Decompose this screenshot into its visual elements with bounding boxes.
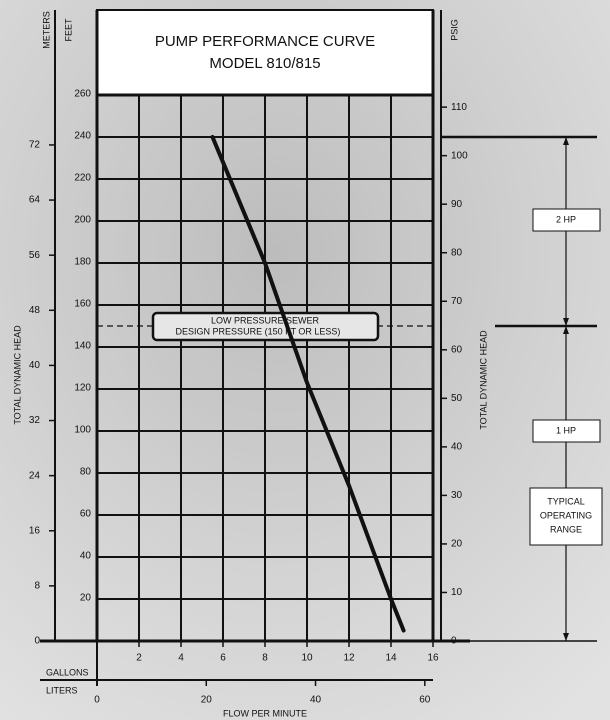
x2-tick-label: 20	[201, 695, 213, 706]
y-tick-label: 200	[74, 215, 91, 226]
y-tick-label: 100	[74, 425, 91, 436]
feet-label: FEET	[63, 18, 73, 42]
y2-tick-label: 10	[451, 587, 463, 598]
y2-tick-label: 60	[451, 344, 463, 355]
hp-box	[532, 419, 601, 443]
x2-label: LITERS	[46, 685, 78, 695]
y3-tick-label: 0	[34, 636, 40, 647]
arrow-head	[563, 137, 569, 145]
y-tick-label: 60	[80, 509, 92, 520]
chart-subtitle: MODEL 810/815	[209, 55, 320, 72]
y2-tick-label: 100	[451, 150, 468, 161]
arrow-head	[563, 318, 569, 326]
operating-range-label: OPERATING	[540, 510, 592, 520]
x-tick-label: 14	[385, 653, 397, 664]
y-tick-label: 20	[80, 593, 92, 604]
psig-label: PSIG	[449, 19, 459, 41]
y-tick-label: 140	[74, 341, 91, 352]
x-tick-label: 10	[301, 653, 313, 664]
y2-tick-label: 30	[451, 490, 463, 501]
y-tick-label: 40	[80, 551, 92, 562]
y2-title: TOTAL DYNAMIC HEAD	[478, 330, 488, 430]
y3-tick-label: 72	[29, 140, 41, 151]
y-tick-label: 260	[74, 89, 91, 100]
y3-tick-label: 24	[29, 470, 41, 481]
y-tick-label: 80	[80, 467, 92, 478]
y3-tick-label: 64	[29, 195, 41, 206]
chart-title: PUMP PERFORMANCE CURVE	[155, 33, 375, 50]
y2-tick-label: 40	[451, 442, 463, 453]
y2-tick-label: 70	[451, 296, 463, 307]
x2-tick-label: 40	[310, 695, 322, 706]
operating-range-label: RANGE	[550, 524, 582, 534]
y3-tick-label: 40	[29, 360, 41, 371]
y3-tick-label: 16	[29, 525, 41, 536]
y-title: TOTAL DYNAMIC HEAD	[12, 325, 22, 425]
x-tick-label: 12	[343, 653, 355, 664]
y-tick-label: 160	[74, 299, 91, 310]
y-tick-label: 180	[74, 257, 91, 268]
meters-label: METERS	[41, 11, 51, 49]
x-label: GALLONS	[46, 667, 89, 677]
y2-tick-label: 80	[451, 247, 463, 258]
design-pressure-label: DESIGN PRESSURE (150 FT OR LESS)	[176, 326, 341, 336]
y2-tick-label: 20	[451, 539, 463, 550]
x-tick-label: 8	[262, 653, 268, 664]
y3-tick-label: 48	[29, 305, 41, 316]
y-tick-label: 120	[74, 383, 91, 394]
y2-tick-label: 110	[451, 102, 467, 113]
y-tick-label: 220	[74, 173, 91, 184]
y3-tick-label: 32	[29, 415, 41, 426]
y2-tick-label: 50	[451, 393, 463, 404]
x-tick-label: 4	[178, 653, 184, 664]
hp-box	[532, 208, 601, 232]
design-pressure-box	[151, 311, 380, 342]
y3-tick-label: 56	[29, 250, 41, 261]
arrow-head	[563, 633, 569, 641]
hp-label: 1 HP	[556, 425, 576, 435]
x-tick-label: 16	[427, 653, 439, 664]
design-pressure-label: LOW PRESSURE SEWER	[211, 315, 320, 325]
performance-curve	[210, 135, 406, 633]
x-tick-label: 2	[136, 653, 142, 664]
operating-range-box	[529, 487, 603, 546]
x2-tick-label: 0	[94, 695, 100, 706]
operating-range-label: TYPICAL	[547, 496, 585, 506]
y3-tick-label: 8	[34, 581, 40, 592]
title-box	[96, 9, 434, 96]
arrow-head	[563, 326, 569, 334]
x-tick-label: 6	[220, 653, 226, 664]
y2-tick-label: 90	[451, 199, 463, 210]
y-tick-label: 240	[74, 131, 91, 142]
x-title: FLOW PER MINUTE	[223, 708, 307, 718]
x2-tick-label: 60	[419, 695, 431, 706]
hp-label: 2 HP	[556, 214, 576, 224]
